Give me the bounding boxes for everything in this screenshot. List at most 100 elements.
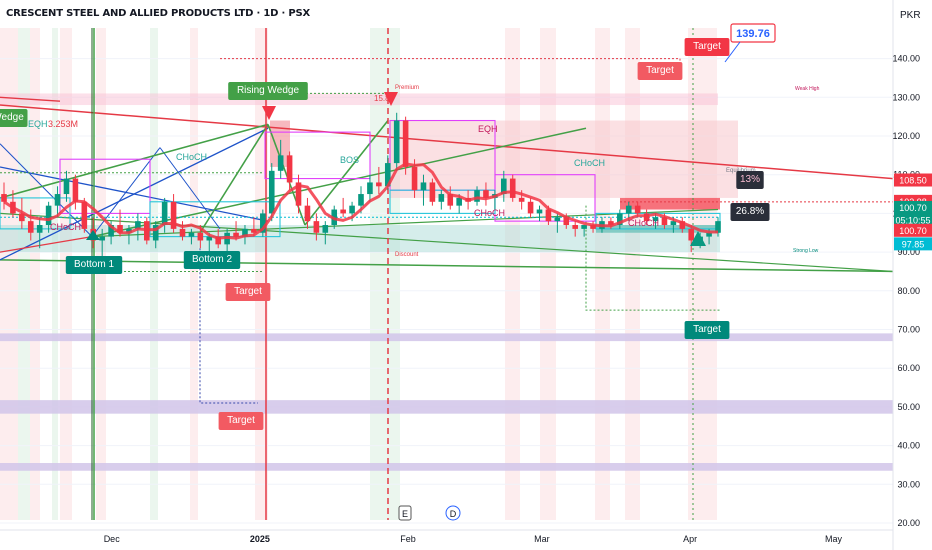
buy-arrow [690, 231, 706, 246]
x-tick-label: Dec [104, 534, 121, 544]
price-tag-bg [894, 200, 932, 214]
candle [36, 217, 43, 249]
candle [322, 221, 329, 245]
candle-body [527, 201, 534, 214]
candle-body [715, 221, 721, 233]
y-tick-label: 20.00 [897, 518, 920, 528]
y-tick-label: 130.00 [892, 92, 920, 102]
candle [188, 228, 195, 245]
price-tag: 97.85 [894, 237, 932, 251]
candle-body [411, 166, 418, 191]
target-label-bg [225, 283, 271, 301]
candle-body [206, 236, 213, 241]
volume-profile-band [0, 400, 893, 414]
candle-body [349, 205, 355, 214]
candle-body [322, 225, 329, 233]
candle [179, 221, 186, 241]
candle-body [81, 201, 88, 229]
choch-label: CHoCH [50, 222, 81, 232]
candle-body [277, 155, 284, 171]
currency-label: PKR [900, 10, 921, 21]
x-tick-label: Apr [683, 534, 697, 544]
pattern-label-text: Bottom 2 [192, 254, 232, 265]
target-label-bg [637, 62, 683, 80]
candle [340, 197, 346, 218]
price-tag-text: 100.70 [899, 226, 927, 236]
y-tick-label: 30.00 [897, 479, 920, 489]
price-tag-text: 05:10:55 [895, 215, 930, 225]
candle-body [661, 217, 668, 226]
candle-body [670, 221, 677, 226]
y-tick-label: 140.00 [892, 54, 920, 64]
candle-body [197, 232, 204, 241]
price-tag-bg [894, 173, 932, 187]
shading-strip [52, 28, 58, 520]
volume-profile-band [0, 463, 893, 471]
price-tag: 108.50 [894, 173, 932, 187]
price-tag: 100.70 [894, 223, 932, 237]
candle [27, 209, 34, 241]
volume-profile-band [0, 333, 893, 342]
price-tag-bg [894, 213, 932, 227]
candle-body [625, 205, 632, 214]
candle-body [608, 221, 614, 226]
highlight-value: 139.76 [724, 23, 776, 63]
candle [438, 190, 445, 210]
candle-body [393, 120, 400, 164]
trend-line [0, 104, 894, 180]
eqh-label: EQH [28, 119, 48, 129]
candle [152, 221, 159, 249]
sell-arrow [262, 106, 276, 120]
y-tick-label: 60.00 [897, 363, 920, 373]
shading-strip [30, 28, 40, 520]
candle [304, 197, 311, 229]
percent-tag-bg [736, 171, 764, 189]
trend-line [199, 123, 269, 234]
candle-body [652, 217, 659, 222]
candle-body [72, 178, 79, 202]
candle-body [572, 225, 578, 229]
choch-label: CHoCH [474, 208, 505, 218]
shading-strip [370, 28, 400, 520]
percent-tag-text: 13% [740, 174, 760, 185]
candle-body [19, 213, 25, 222]
candle-body [643, 213, 650, 222]
candle-body [179, 228, 186, 237]
candle-body [63, 178, 70, 195]
trend-line [91, 208, 719, 238]
candle [170, 194, 177, 233]
candle-body [474, 190, 480, 202]
candle-body [545, 209, 552, 222]
pattern-label-text: Bottom 1 [74, 259, 114, 270]
candle [581, 225, 587, 237]
candle [617, 209, 623, 229]
target-path [199, 248, 258, 404]
candle-body [233, 232, 239, 237]
trend-line [91, 147, 161, 237]
candle [45, 201, 52, 233]
trend-line [0, 123, 269, 199]
candle-body [358, 194, 364, 206]
candle-body [402, 120, 409, 167]
pattern-label-bg [183, 251, 241, 269]
structure-box [59, 158, 151, 214]
target-label: Target [225, 283, 271, 301]
candle [643, 209, 650, 226]
pattern-label-bg [0, 109, 28, 127]
x-tick-label: Feb [400, 534, 416, 544]
candle-body [384, 163, 391, 187]
candle-body [438, 194, 445, 202]
candle-body [518, 197, 525, 202]
y-tick-label: 120.00 [892, 131, 920, 141]
y-tick-label: 50.00 [897, 402, 920, 412]
pattern-label-text: Wedge [0, 112, 24, 123]
candle [483, 182, 489, 206]
percent-tag: 13% [736, 171, 764, 189]
candle-body [242, 228, 248, 237]
candle [501, 170, 507, 202]
shading-strip [150, 28, 158, 520]
candle [81, 197, 88, 233]
price-tag-bg [894, 223, 932, 237]
candle [652, 213, 659, 229]
